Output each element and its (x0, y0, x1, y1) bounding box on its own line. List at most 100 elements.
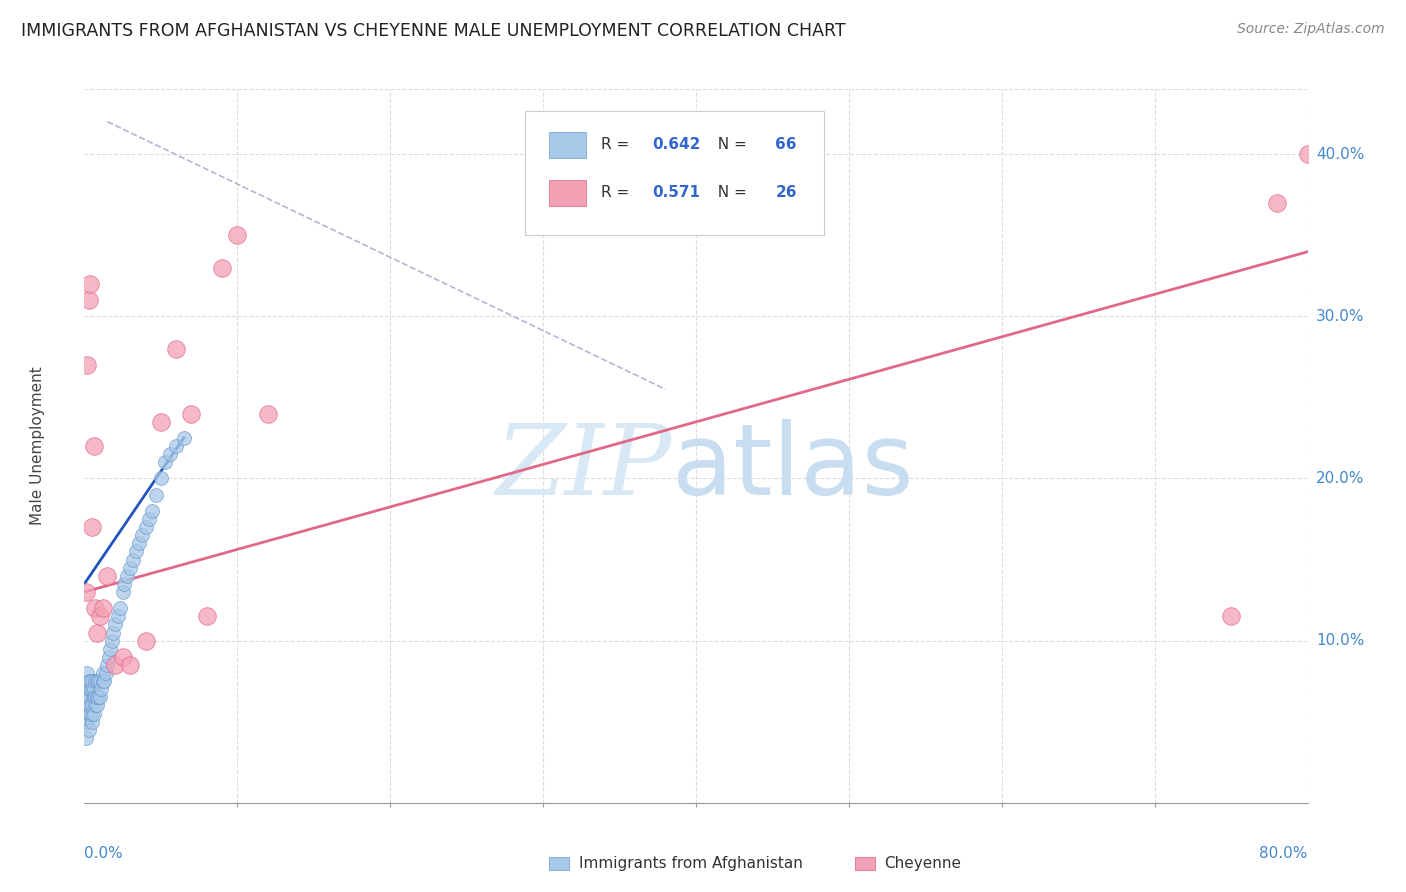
Point (86, 674, 108, 689)
Point (80, 520, 103, 534)
Point (115, 568, 138, 582)
Point (120, 657, 142, 672)
Point (1265, 195, 1288, 210)
Point (79, 706, 101, 721)
Point (75, 585, 97, 599)
Point (122, 552, 145, 566)
FancyBboxPatch shape (550, 857, 569, 870)
Point (83, 439, 105, 453)
Point (83, 706, 105, 721)
Point (77, 690, 100, 705)
Point (1296, 147, 1319, 161)
Point (165, 439, 187, 453)
Text: 20.0%: 20.0% (1316, 471, 1364, 486)
Text: Immigrants from Afghanistan: Immigrants from Afghanistan (578, 856, 803, 871)
Point (84, 601, 107, 615)
Point (89, 609, 111, 624)
Point (165, 342, 187, 356)
Point (180, 407, 202, 421)
Point (80, 706, 103, 721)
Point (135, 520, 157, 534)
Point (79, 277, 101, 291)
Point (120, 560, 142, 574)
Point (173, 431, 195, 445)
Point (86, 698, 108, 713)
Point (93, 674, 115, 689)
Point (112, 577, 135, 591)
Point (86, 690, 108, 705)
Point (77, 723, 100, 737)
Point (76, 666, 98, 681)
Point (77, 293, 100, 307)
Point (145, 488, 167, 502)
Point (257, 407, 280, 421)
Text: 66: 66 (776, 137, 797, 153)
Point (77, 682, 100, 697)
Point (103, 625, 125, 640)
Point (195, 609, 218, 624)
Point (76, 682, 98, 697)
Text: N =: N = (709, 137, 752, 153)
Point (79, 682, 101, 697)
Point (104, 657, 127, 672)
FancyBboxPatch shape (524, 111, 824, 235)
Point (86, 625, 108, 640)
Point (108, 601, 131, 615)
Point (75, 731, 97, 745)
Point (1220, 609, 1243, 624)
Point (76, 358, 98, 372)
Point (89, 690, 111, 705)
Point (75, 682, 97, 697)
Point (104, 617, 127, 632)
Point (79, 674, 101, 689)
Point (76, 690, 98, 705)
Text: IMMIGRANTS FROM AFGHANISTAN VS CHEYENNE MALE UNEMPLOYMENT CORRELATION CHART: IMMIGRANTS FROM AFGHANISTAN VS CHEYENNE … (21, 22, 846, 40)
Point (75, 698, 97, 713)
Point (79, 698, 101, 713)
Point (84, 698, 107, 713)
Point (84, 690, 107, 705)
Point (135, 633, 157, 648)
Text: R =: R = (600, 137, 634, 153)
Point (211, 260, 233, 275)
Point (97, 649, 120, 664)
Point (90, 682, 112, 697)
Point (89, 674, 111, 689)
Point (77, 674, 100, 689)
FancyBboxPatch shape (550, 180, 586, 205)
Point (91, 601, 114, 615)
Point (80, 674, 103, 689)
Point (138, 512, 160, 526)
Text: 0.571: 0.571 (652, 186, 700, 200)
Point (87, 674, 110, 689)
Text: Male Unemployment: Male Unemployment (31, 367, 45, 525)
FancyBboxPatch shape (855, 857, 875, 870)
Point (91, 666, 114, 681)
Text: 10.0%: 10.0% (1316, 633, 1364, 648)
Point (107, 609, 129, 624)
Point (155, 455, 177, 469)
Text: R =: R = (600, 186, 634, 200)
Point (84, 674, 107, 689)
Text: 80.0%: 80.0% (1260, 846, 1308, 861)
Point (96, 657, 118, 672)
Point (101, 633, 124, 648)
Point (131, 528, 153, 542)
Point (111, 585, 134, 599)
Text: N =: N = (709, 186, 752, 200)
Point (77, 706, 100, 721)
Point (75, 714, 97, 729)
Point (80, 698, 103, 713)
Text: 0.642: 0.642 (652, 137, 700, 153)
Point (149, 415, 172, 429)
Text: 0.0%: 0.0% (84, 846, 124, 861)
Point (76, 698, 98, 713)
Point (149, 471, 172, 485)
Point (80, 714, 103, 729)
Point (87, 690, 110, 705)
Text: 30.0%: 30.0% (1316, 309, 1364, 324)
Point (125, 544, 148, 558)
Point (128, 536, 150, 550)
Text: 26: 26 (776, 186, 797, 200)
Point (226, 228, 249, 243)
